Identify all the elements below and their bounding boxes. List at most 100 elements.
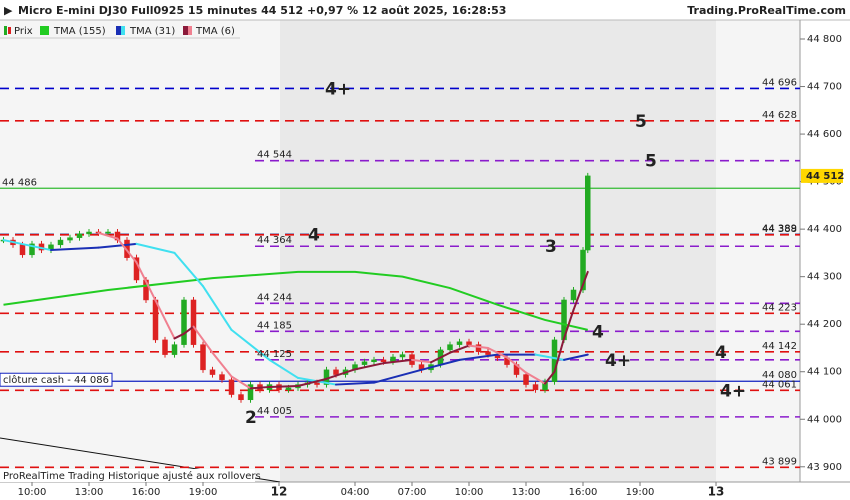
candle (228, 379, 235, 395)
candle (475, 344, 482, 353)
last-price-tag (801, 168, 843, 183)
ma-segment (572, 270, 589, 311)
cash-label: clôture cash - 44 086 (3, 374, 109, 386)
level-label: 44 125 (257, 349, 292, 360)
ma-segment (173, 251, 205, 288)
x-tick-label: 16:00 (132, 487, 161, 498)
ma-segment (249, 385, 271, 390)
ma-segment (430, 351, 452, 364)
ma-segment (458, 353, 499, 361)
session-bg (716, 20, 800, 482)
candle (532, 384, 539, 391)
candle (190, 299, 197, 345)
level-label: 44 696 (762, 77, 797, 88)
candle (29, 243, 35, 256)
header-arrow: ▶ (4, 4, 13, 17)
ma-segment (154, 299, 176, 340)
ma-segment (563, 308, 575, 340)
candle (447, 344, 453, 351)
ma-segment (487, 346, 509, 359)
candle (570, 289, 577, 301)
level-note: 4 (592, 322, 604, 342)
candle (285, 387, 292, 391)
level-note: 5 (635, 112, 647, 132)
ma-segment (2, 239, 52, 252)
level-label: 44 364 (257, 235, 292, 246)
ma-segment (525, 371, 547, 385)
x-tick-label: 10:00 (455, 487, 484, 498)
x-tick-label: 10:00 (18, 487, 47, 498)
y-tick-label: 44 600 (807, 129, 842, 140)
legend-label: TMA (31) (129, 26, 175, 37)
ma-segment (382, 358, 414, 365)
candle (162, 339, 168, 355)
ma-segment (449, 344, 471, 354)
chart-title: Micro E-mini DJ30 Full0925 15 minutes 44… (18, 4, 506, 17)
level-label: 44 223 (762, 302, 797, 313)
candle (585, 175, 591, 251)
level-label: 44 628 (762, 110, 797, 121)
legend-label: Prix (14, 26, 33, 37)
ma-segment (192, 325, 214, 354)
legend-icon (183, 26, 192, 35)
ma-segment (135, 242, 176, 254)
level-note: 4+ (325, 79, 351, 99)
level-label: 44 142 (762, 341, 797, 352)
x-tick-label: 13:00 (75, 487, 104, 498)
x-tick-label: 07:00 (398, 487, 427, 498)
footer: ProRealTime Trading Historique ajusté au… (3, 470, 261, 482)
legend-label: TMA (6) (195, 26, 235, 37)
x-tick-label: 19:00 (626, 487, 655, 498)
level-note: 4+ (720, 381, 746, 401)
level-note: 4+ (605, 351, 631, 371)
legend-icon (188, 26, 192, 35)
y-tick-label: 44 400 (807, 224, 842, 235)
level-note: 3 (545, 237, 557, 257)
candle (361, 361, 368, 365)
candle (105, 231, 111, 234)
ma-segment (411, 358, 433, 364)
legend-icon (121, 26, 125, 35)
ma-segment (553, 337, 566, 373)
level-label: 44 486 (2, 177, 37, 188)
ma-segment (202, 285, 233, 331)
level-label: 44 185 (257, 320, 292, 331)
legend-label: TMA (155) (53, 26, 106, 37)
x-tick-label: 19:00 (189, 487, 218, 498)
ma-segment (335, 381, 376, 386)
candle (181, 299, 187, 345)
level-note: 5 (645, 152, 657, 172)
candle (580, 249, 586, 291)
candle (314, 382, 320, 385)
ma-segment (230, 328, 271, 361)
ma-segment (563, 353, 589, 361)
candle (86, 231, 92, 235)
plot (0, 87, 800, 469)
candle (466, 341, 472, 345)
level-note: 4 (715, 343, 727, 363)
x-tick-label: 13 (708, 485, 725, 499)
candle (247, 384, 254, 401)
y-tick-label: 44 300 (807, 272, 842, 283)
y-tick-label: 44 700 (807, 82, 842, 93)
ma-segment (268, 384, 300, 388)
ma-segment (468, 344, 490, 349)
level-note: 4 (308, 225, 320, 245)
ma-segment (97, 231, 119, 240)
ma-segment (135, 261, 157, 302)
candle (380, 359, 387, 362)
session-bg (280, 20, 716, 482)
footer-bg (0, 469, 255, 482)
last-price-label: 44 512 (806, 171, 844, 182)
level-label: 44 388 (762, 224, 797, 235)
candle (371, 359, 377, 362)
level-label: 44 080 (762, 370, 797, 381)
ma-segment (211, 351, 233, 378)
cash-box (0, 372, 113, 387)
ma-segment (534, 353, 566, 361)
y-tick-label: 44 000 (807, 414, 842, 425)
ma-segment (97, 242, 138, 249)
candle (485, 351, 491, 355)
ma-segment (230, 375, 252, 390)
candle (219, 374, 225, 381)
